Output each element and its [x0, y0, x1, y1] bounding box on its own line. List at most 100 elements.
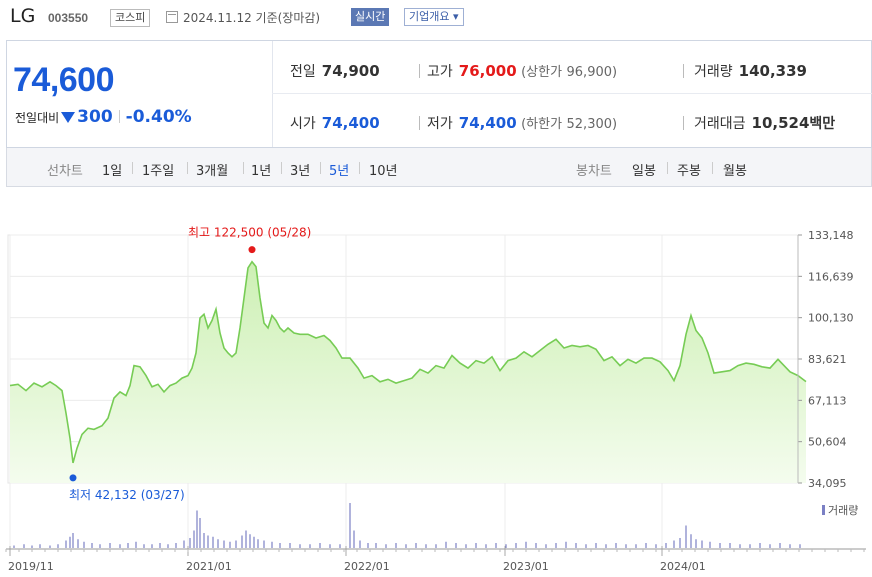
volume-bar — [319, 543, 321, 548]
tab-daily[interactable]: 일봉 — [632, 164, 656, 179]
volume-bar — [257, 539, 259, 548]
volume-bar — [49, 545, 51, 548]
volume-bar — [465, 544, 467, 548]
line-chart-label: 선차트 — [47, 164, 83, 179]
tab-1d[interactable]: 1일 — [102, 164, 123, 179]
volume-bar — [143, 544, 145, 548]
max-label: 최고 122,500 (05/28) — [188, 226, 311, 240]
price-chart: 133,148 116,639 100,130 83,621 67,113 50,604 3… — [5, 226, 866, 573]
volume-bar — [91, 543, 93, 548]
volume-bar — [545, 544, 547, 548]
volume-bar — [223, 540, 225, 548]
tab-5y[interactable]: 5년 — [329, 164, 350, 179]
volume-bar — [685, 525, 687, 548]
quote-panel: 74,600 전일대비 300 -0.40% 전일 74,900 고가 76,000 (… — [6, 40, 872, 148]
volume-bar — [72, 533, 74, 548]
volume-bar — [339, 544, 341, 548]
volume-bar — [151, 544, 153, 548]
volume-bar — [375, 543, 377, 548]
price-change: 전일대비 300 -0.40% — [15, 107, 192, 127]
volume-bar — [299, 544, 301, 548]
volume-bar — [13, 545, 15, 548]
volume-bar — [167, 544, 169, 548]
volume-bar — [249, 534, 251, 548]
volume-bar — [405, 544, 407, 548]
volume-bar — [475, 543, 477, 548]
volume-bar — [695, 539, 697, 548]
company-overview-button[interactable]: 기업개요 ▾ — [404, 8, 464, 26]
change-amount: 300 — [77, 107, 113, 127]
x-tick-label: 2024/01 — [660, 560, 706, 573]
volume-bar — [353, 530, 355, 548]
volume-bar — [789, 544, 791, 548]
volume-bar — [359, 540, 361, 548]
volume-bar — [217, 539, 219, 548]
volume: 거래량 140,339 — [694, 62, 807, 80]
volume-bar — [565, 541, 567, 548]
volume-bar — [690, 534, 692, 548]
volume-bar — [271, 541, 273, 548]
volume-bar — [229, 541, 231, 548]
volume-bar — [279, 543, 281, 548]
calendar-icon — [166, 11, 178, 23]
volume-bar — [395, 543, 397, 548]
volume-bar — [525, 541, 527, 548]
volume-bar — [196, 510, 198, 548]
volume-bar — [83, 541, 85, 548]
volume-bar — [799, 544, 801, 548]
volume-bar — [769, 544, 771, 548]
tab-10y[interactable]: 10년 — [369, 164, 398, 179]
min-point — [69, 474, 77, 482]
volume-bar — [367, 543, 369, 548]
volume-bar — [127, 543, 129, 548]
open-price: 시가 74,400 — [290, 114, 380, 132]
y-tick-label: 133,148 — [808, 229, 854, 242]
prev-close: 전일 74,900 — [290, 62, 380, 80]
y-tick-label: 50,604 — [808, 436, 847, 449]
volume-bar — [779, 543, 781, 548]
x-tick-label: 2022/01 — [344, 560, 390, 573]
trade-amount: 거래대금 10,524백만 — [694, 114, 836, 132]
volume-bar — [739, 544, 741, 548]
volume-bar — [253, 536, 255, 548]
price-area — [10, 261, 806, 483]
volume-bar — [349, 503, 351, 548]
tab-weekly[interactable]: 주봉 — [677, 164, 701, 179]
volume-bar — [535, 543, 537, 548]
chart-period-tabs: 선차트 1일 1주일 3개월 1년 3년 5년 10년 봉차트 일봉 주봉 월봉 — [6, 148, 872, 187]
x-tick-label: 2019/11 — [8, 560, 54, 573]
tab-monthly[interactable]: 월봉 — [723, 164, 747, 179]
stock-name: LG — [10, 5, 36, 27]
volume-bar — [235, 540, 237, 548]
stock-header: LG 003550 코스피 2024.11.12 기준(장마감) 실시간 기업개… — [0, 0, 872, 38]
volume-bar — [329, 544, 331, 548]
tab-1w[interactable]: 1주일 — [142, 164, 175, 179]
volume-bar — [575, 543, 577, 548]
quote-date: 2024.11.12 기준(장마감) — [183, 11, 321, 25]
volume-bar — [385, 544, 387, 548]
volume-bar — [425, 544, 427, 548]
volume-bar — [455, 543, 457, 548]
volume-bar — [203, 533, 205, 548]
day-high: 고가 76,000 (상한가 96,900) — [427, 62, 618, 80]
volume-bar — [159, 543, 161, 548]
y-tick-label: 83,621 — [808, 353, 847, 366]
volume-bar — [309, 544, 311, 548]
volume-bar — [515, 543, 517, 548]
volume-legend: 거래량 — [828, 504, 858, 517]
current-price: 74,600 — [13, 61, 115, 99]
volume-bar — [495, 543, 497, 548]
volume-bar — [39, 544, 41, 548]
volume-bar — [719, 543, 721, 548]
tab-3m[interactable]: 3개월 — [196, 164, 229, 179]
tab-3y[interactable]: 3년 — [290, 164, 311, 179]
change-label: 전일대비 — [15, 111, 60, 125]
volume-bar — [645, 543, 647, 548]
tab-1y[interactable]: 1년 — [251, 164, 272, 179]
realtime-button[interactable]: 실시간 — [351, 8, 390, 26]
volume-bar — [709, 541, 711, 548]
volume-bar — [199, 518, 201, 548]
volume-bar — [701, 540, 703, 548]
x-tick-label: 2023/01 — [503, 560, 549, 573]
volume-bar — [57, 544, 59, 548]
